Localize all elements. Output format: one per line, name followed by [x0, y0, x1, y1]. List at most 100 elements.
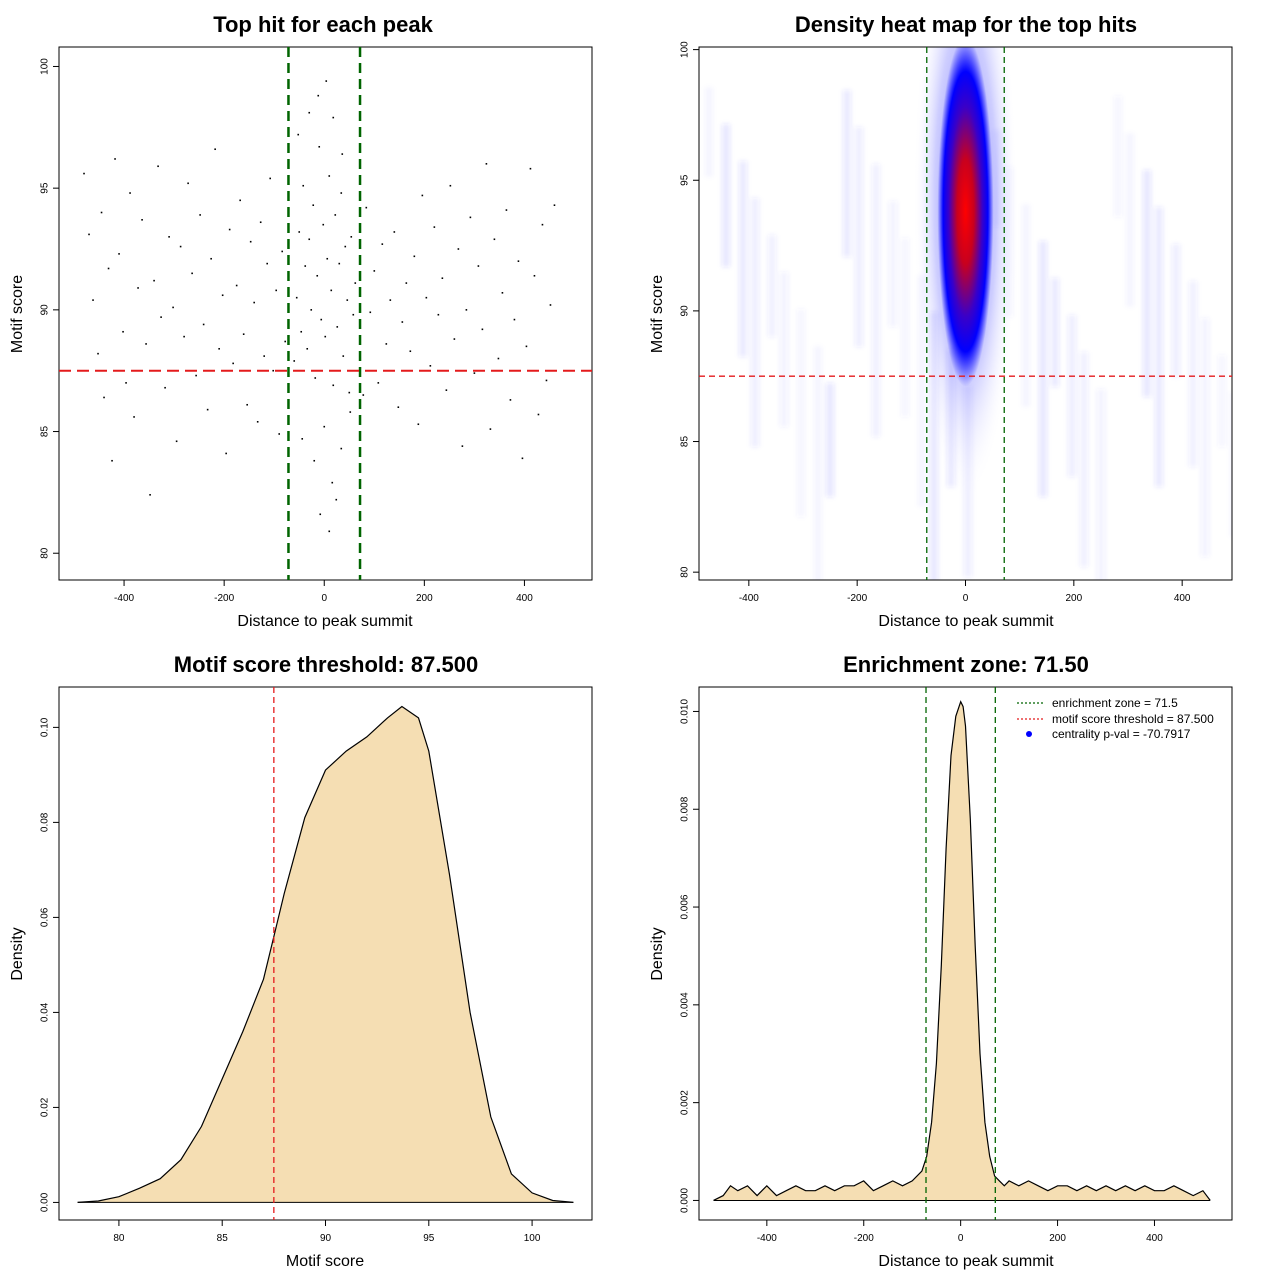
density-streak: [930, 312, 938, 580]
scatter-point: [509, 399, 512, 401]
scatter-point: [541, 223, 544, 226]
scatter-point: [389, 299, 392, 301]
scatter-point: [259, 221, 262, 224]
scatter-point: [461, 445, 464, 447]
scatter-point: [164, 386, 166, 389]
scatter-point: [417, 423, 420, 426]
scatter-point: [537, 413, 540, 416]
panel2-density-core: [937, 47, 994, 387]
scatter-point: [549, 304, 552, 306]
y-tick-label: 0.006: [680, 894, 691, 919]
scatter-point: [141, 218, 143, 221]
y-tick-label: 0.010: [680, 699, 691, 724]
scatter-point: [157, 165, 159, 168]
y-tick-label: 90: [40, 304, 51, 316]
scatter-point: [111, 459, 113, 462]
density-curve: [77, 705, 574, 1203]
density-streak: [814, 346, 822, 580]
scatter-point: [122, 330, 124, 333]
panel4-density-area: [713, 700, 1211, 1201]
scatter-point: [517, 260, 520, 262]
scatter-point: [342, 355, 345, 357]
panel2-reference-lines: [699, 47, 1232, 580]
x-tick-label: 90: [320, 1233, 332, 1244]
scatter-point: [320, 318, 323, 321]
scatter-point: [365, 206, 368, 209]
scatter-point: [473, 372, 476, 374]
scatter-point: [497, 357, 500, 360]
scatter-point: [397, 406, 400, 409]
density-streak: [768, 235, 776, 337]
scatter-point: [179, 245, 182, 248]
density-curve: [713, 700, 1211, 1201]
scatter-point: [513, 318, 516, 321]
scatter-point: [183, 335, 185, 338]
x-tick-label: 0: [958, 1233, 964, 1244]
x-tick-label: 200: [1049, 1233, 1066, 1244]
scatter-point: [145, 343, 147, 345]
scatter-point: [340, 447, 343, 450]
x-tick-label: -400: [739, 593, 759, 604]
density-streak: [826, 383, 834, 497]
scatter-point: [331, 481, 334, 484]
scatter-point: [249, 240, 252, 243]
scatter-point: [218, 347, 220, 350]
y-tick-label: 100: [680, 41, 691, 58]
x-tick-label: -200: [214, 593, 234, 604]
scatter-point: [433, 226, 436, 228]
density-streak: [855, 127, 863, 347]
scatter-point: [318, 145, 321, 148]
scatter-point: [328, 530, 331, 533]
scatter-point: [352, 313, 355, 316]
scatter-point: [338, 262, 341, 265]
scatter-point: [306, 347, 309, 350]
scatter-point: [354, 282, 357, 284]
scatter-point: [485, 163, 488, 165]
scatter-point: [308, 238, 311, 241]
scatter-point: [453, 338, 456, 340]
y-tick-label: 0.06: [40, 907, 51, 927]
scatter-point: [457, 248, 460, 250]
scatter-point: [545, 379, 548, 382]
panel2-xlabel: Distance to peak summit: [878, 613, 1054, 630]
y-tick-label: 0.10: [40, 717, 51, 737]
scatter-point: [300, 330, 303, 333]
scatter-point: [362, 394, 365, 396]
density-streak: [1114, 96, 1122, 217]
scatter-point: [529, 167, 532, 170]
scatter-point: [341, 153, 344, 155]
y-tick-label: 80: [40, 547, 51, 559]
panel2-title: Density heat map for the top hits: [795, 12, 1137, 37]
panel4-reference-lines: [925, 687, 996, 1220]
scatter-point: [489, 428, 492, 430]
panel3-x-axis: 80 85 90 95 100: [113, 1220, 541, 1244]
scatter-point: [297, 133, 300, 136]
scatter-point: [336, 326, 339, 328]
scatter-point: [314, 377, 317, 379]
density-streak: [1126, 133, 1134, 307]
scatter-point: [210, 257, 212, 260]
scatter-point: [269, 177, 271, 180]
panel4-x-axis: -400 -200 0 200 400: [757, 1220, 1163, 1244]
scatter-point: [405, 282, 408, 284]
density-streak: [1097, 389, 1105, 580]
y-tick-label: 95: [680, 174, 691, 186]
scatter-point: [385, 343, 388, 345]
scatter-point: [253, 301, 255, 304]
scatter-point: [324, 335, 327, 338]
x-tick-label: 80: [113, 1233, 125, 1244]
density-streak: [1051, 278, 1059, 387]
legend-label-enrichment: enrichment zone = 71.5: [1052, 696, 1178, 710]
scatter-point: [149, 494, 151, 496]
scatter-point: [425, 296, 428, 299]
scatter-point: [199, 214, 201, 216]
scatter-point: [281, 250, 284, 253]
density-streak: [751, 198, 759, 447]
x-tick-label: -400: [757, 1233, 777, 1244]
x-tick-label: 95: [423, 1233, 435, 1244]
scatter-point: [465, 309, 468, 311]
x-tick-label: 0: [321, 593, 327, 604]
y-tick-label: 90: [680, 305, 691, 317]
scatter-point: [225, 452, 227, 455]
